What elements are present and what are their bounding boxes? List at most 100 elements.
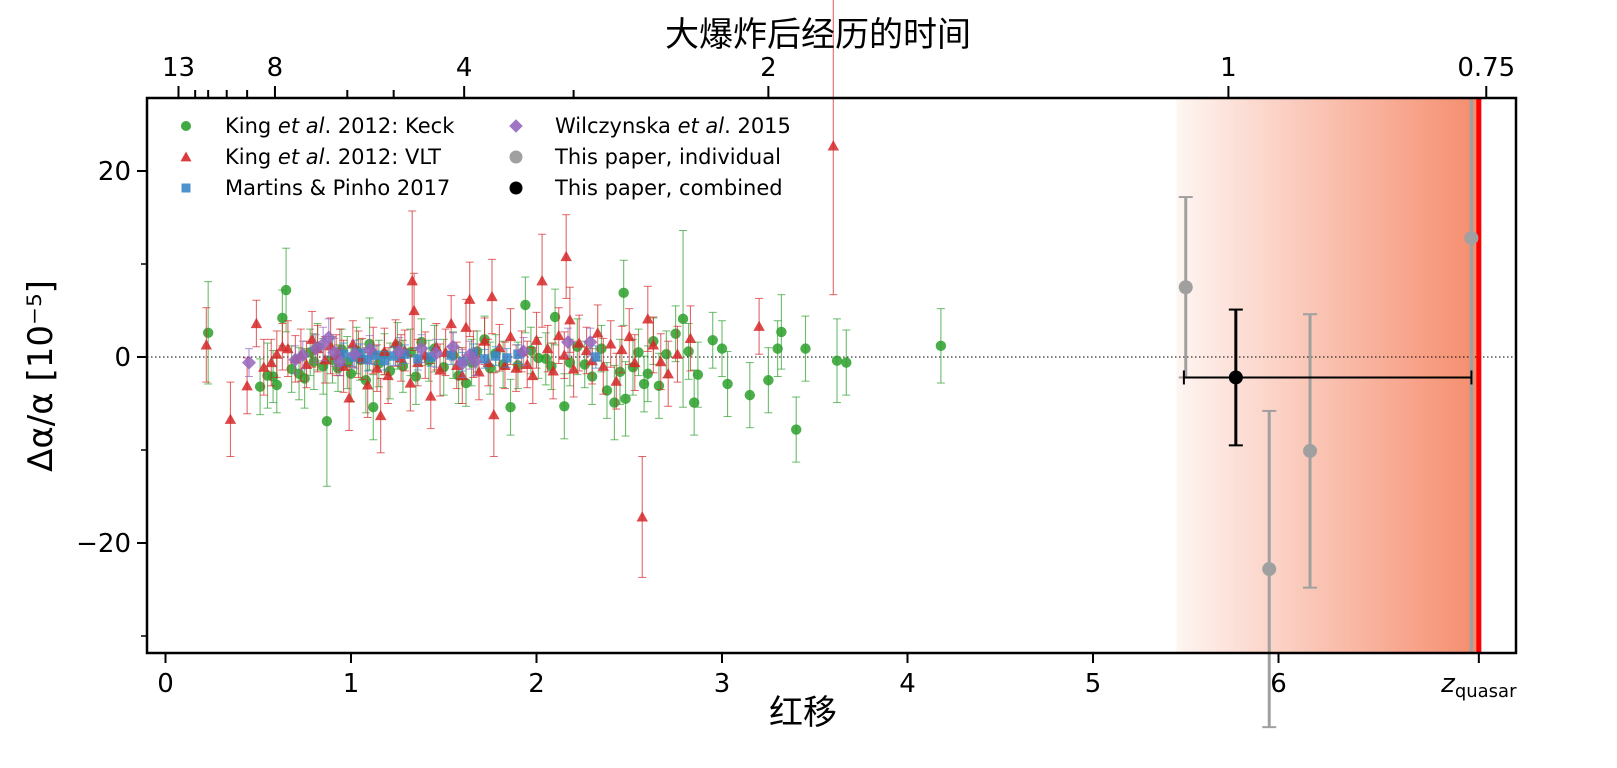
data-point xyxy=(763,375,774,386)
quasar-shaded-region xyxy=(1176,98,1479,653)
data-point xyxy=(744,389,756,401)
legend-entry: This paper, individual xyxy=(509,145,781,169)
data-point xyxy=(776,326,787,338)
top-tick-label: 1 xyxy=(1220,53,1237,83)
data-point xyxy=(827,140,840,151)
series-king-vlt xyxy=(200,0,840,578)
series-this-paper-individual xyxy=(1178,196,1479,729)
data-point xyxy=(306,333,318,344)
data-point xyxy=(580,344,593,356)
x-tick-label: 3 xyxy=(714,669,731,699)
data-point xyxy=(406,275,418,286)
data-point xyxy=(445,317,457,329)
data-point xyxy=(647,339,660,350)
data-point xyxy=(1178,280,1193,295)
x-axis-title: 红移 xyxy=(769,693,837,733)
data-point xyxy=(670,328,681,339)
data-point xyxy=(597,360,609,371)
x-tick-label: 5 xyxy=(1085,669,1102,699)
legend-entry: Wilczynska et al. 2015 xyxy=(509,114,791,138)
data-point xyxy=(347,338,359,349)
data-point xyxy=(429,346,444,361)
data-point xyxy=(579,359,590,370)
legend-marker xyxy=(509,119,523,133)
data-point xyxy=(343,392,355,403)
legend-label: Wilczynska et al. 2015 xyxy=(555,114,791,138)
data-point xyxy=(370,350,380,360)
legend-label: King et al. 2012: Keck xyxy=(225,114,455,138)
data-point xyxy=(414,341,429,356)
data-point xyxy=(486,290,498,302)
data-point xyxy=(510,362,522,373)
legend-entry: This paper, combined xyxy=(509,176,783,200)
data-point xyxy=(338,349,349,359)
data-point xyxy=(363,355,373,365)
data-point xyxy=(536,275,548,286)
data-point xyxy=(601,385,613,396)
data-point xyxy=(841,357,852,368)
data-point xyxy=(321,330,336,345)
data-point xyxy=(425,390,437,401)
data-point xyxy=(527,369,539,381)
data-point xyxy=(620,393,631,405)
data-point xyxy=(446,339,461,354)
y-tick-label: 20 xyxy=(98,157,131,187)
data-point xyxy=(300,358,313,370)
data-point xyxy=(642,368,653,379)
data-point xyxy=(241,355,256,370)
legend-marker xyxy=(180,151,192,162)
legend-marker xyxy=(181,183,191,193)
data-point xyxy=(464,293,476,304)
data-point xyxy=(347,347,362,362)
data-point xyxy=(638,378,650,390)
data-point xyxy=(400,349,410,359)
data-point xyxy=(540,353,551,365)
data-point xyxy=(753,320,765,331)
top-tick-label: 0.75 xyxy=(1457,53,1515,83)
x-tick-label: 4 xyxy=(899,669,916,699)
top-tick-label: 2 xyxy=(760,53,777,83)
data-point xyxy=(609,397,620,408)
data-point xyxy=(772,343,783,354)
data-point xyxy=(505,402,516,413)
data-point xyxy=(662,368,674,379)
data-point xyxy=(716,343,728,354)
data-point xyxy=(408,304,420,316)
data-point xyxy=(271,379,282,391)
data-point xyxy=(200,339,213,350)
data-point xyxy=(629,356,641,368)
data-point xyxy=(379,356,390,366)
legend-marker xyxy=(181,121,191,131)
data-point xyxy=(800,343,811,354)
data-point xyxy=(541,342,554,354)
data-point xyxy=(564,357,576,368)
data-point xyxy=(382,369,394,381)
data-point xyxy=(286,363,297,375)
data-point xyxy=(479,354,490,364)
data-point xyxy=(614,366,626,378)
series-wilczynska xyxy=(241,318,598,378)
data-point xyxy=(389,337,402,348)
data-point xyxy=(392,344,407,359)
data-point xyxy=(378,345,391,356)
data-point xyxy=(455,356,470,371)
data-point xyxy=(1228,370,1243,385)
data-point xyxy=(549,311,561,323)
data-point xyxy=(618,287,629,299)
data-point xyxy=(722,378,733,390)
legend-label: Martins & Pinho 2017 xyxy=(225,176,450,200)
data-point xyxy=(345,368,357,379)
data-point xyxy=(502,353,512,363)
data-point xyxy=(254,381,266,392)
data-point xyxy=(460,321,472,332)
data-point xyxy=(404,377,417,388)
data-point xyxy=(530,334,543,345)
data-point xyxy=(516,344,531,359)
series-this-paper-combined xyxy=(1182,308,1473,447)
data-point xyxy=(604,338,617,349)
data-point xyxy=(633,347,644,358)
top-tick-label: 8 xyxy=(267,53,284,83)
data-point xyxy=(446,350,456,360)
data-point xyxy=(583,335,598,350)
